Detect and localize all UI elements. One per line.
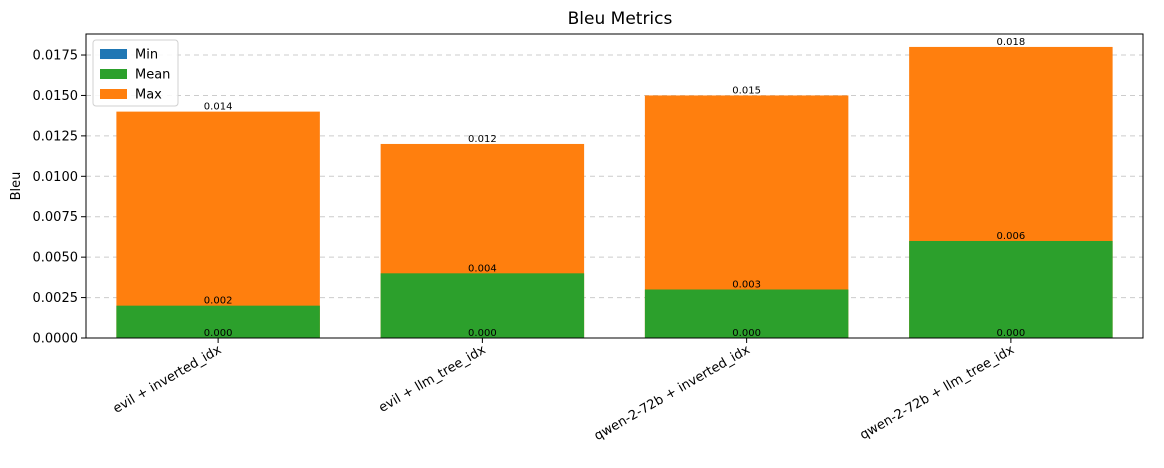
bar-value-label: 0.006 bbox=[997, 231, 1026, 242]
legend: Min Mean Max bbox=[92, 39, 179, 107]
legend-swatch-max bbox=[100, 89, 127, 99]
y-tick-label: 0.0100 bbox=[33, 170, 79, 185]
y-tick-label: 0.0075 bbox=[33, 210, 79, 225]
bar-mean bbox=[380, 273, 585, 338]
y-axis-label: Bleu bbox=[9, 172, 24, 201]
bar-value-label: 0.000 bbox=[468, 328, 497, 339]
y-tick-label: 0.0175 bbox=[33, 49, 79, 64]
bar-labels: 0.014 0.002 0.000 0.012 0.004 0.000 0.015 0.003… bbox=[204, 37, 1025, 339]
bar-mean bbox=[644, 289, 849, 338]
bar-max bbox=[116, 111, 320, 338]
bar-value-label: 0.003 bbox=[732, 279, 761, 290]
legend-label-mean: Mean bbox=[135, 68, 170, 83]
bar-value-label: 0.002 bbox=[204, 296, 233, 307]
y-tick-label: 0.0125 bbox=[33, 129, 79, 144]
bar-value-label: 0.015 bbox=[732, 85, 761, 96]
y-tick-label: 0.0050 bbox=[33, 251, 79, 266]
legend-swatch-mean bbox=[100, 69, 127, 79]
bars bbox=[116, 46, 1113, 339]
legend-label-max: Max bbox=[135, 88, 162, 103]
y-tick-label: 0.0150 bbox=[33, 89, 79, 104]
bar-mean bbox=[909, 240, 1113, 338]
bar-value-label: 0.004 bbox=[468, 263, 497, 274]
bar-value-label: 0.000 bbox=[204, 328, 233, 339]
plot-frame bbox=[85, 33, 1144, 339]
legend-swatch-min bbox=[100, 49, 127, 59]
chart-title: Bleu Metrics bbox=[568, 9, 673, 29]
x-tick-label: evil + llm_tree_idx bbox=[376, 342, 488, 415]
x-tick-label: qwen-2-72b + llm_tree_idx bbox=[858, 342, 1018, 443]
y-tick-label: 0.0025 bbox=[33, 291, 79, 306]
bar-value-label: 0.000 bbox=[732, 328, 761, 339]
bar-value-label: 0.012 bbox=[468, 134, 497, 145]
bar-mean bbox=[116, 305, 320, 338]
y-tick-label: 0.0000 bbox=[33, 332, 79, 347]
x-axis: evil + inverted_idx evil + llm_tree_idx qw… bbox=[111, 338, 1017, 444]
bar-value-label: 0.014 bbox=[204, 102, 233, 113]
y-axis: 0.0000 0.0025 0.0050 0.0075 0.0100 0.0125 0.01… bbox=[33, 49, 86, 347]
legend-label-min: Min bbox=[135, 48, 158, 63]
bar-value-label: 0.000 bbox=[997, 328, 1026, 339]
x-tick-label: qwen-2-72b + inverted_idx bbox=[592, 342, 753, 444]
x-tick-label: evil + inverted_idx bbox=[111, 342, 225, 416]
bar-value-label: 0.018 bbox=[997, 37, 1026, 48]
